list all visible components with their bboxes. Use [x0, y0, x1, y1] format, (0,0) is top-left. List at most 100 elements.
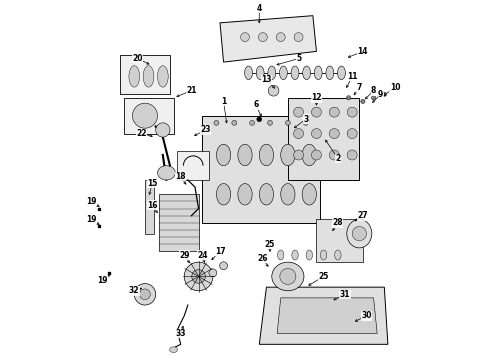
- Ellipse shape: [268, 66, 276, 80]
- Text: 6: 6: [253, 100, 258, 109]
- Ellipse shape: [294, 107, 304, 117]
- Text: 20: 20: [133, 54, 143, 63]
- Ellipse shape: [326, 66, 334, 80]
- Ellipse shape: [232, 120, 237, 125]
- Text: 2: 2: [335, 154, 341, 163]
- Ellipse shape: [134, 284, 156, 305]
- Ellipse shape: [329, 129, 339, 139]
- Bar: [120, 55, 170, 94]
- Ellipse shape: [214, 120, 219, 125]
- Ellipse shape: [347, 150, 357, 160]
- Text: 17: 17: [215, 247, 225, 256]
- Text: 4: 4: [257, 4, 262, 13]
- Ellipse shape: [306, 250, 313, 260]
- Ellipse shape: [346, 96, 351, 100]
- Ellipse shape: [335, 250, 341, 260]
- Ellipse shape: [302, 144, 317, 166]
- Ellipse shape: [302, 184, 317, 205]
- Ellipse shape: [192, 270, 205, 283]
- Ellipse shape: [294, 33, 303, 41]
- Polygon shape: [288, 98, 359, 180]
- Polygon shape: [317, 219, 363, 262]
- Polygon shape: [159, 194, 198, 251]
- Text: 19: 19: [86, 215, 97, 224]
- Text: 15: 15: [147, 179, 157, 188]
- Text: 7: 7: [357, 83, 362, 92]
- Ellipse shape: [268, 85, 279, 96]
- Text: 9: 9: [378, 90, 383, 99]
- Ellipse shape: [245, 66, 252, 80]
- Ellipse shape: [347, 107, 357, 117]
- Ellipse shape: [259, 184, 273, 205]
- Text: 32: 32: [129, 286, 140, 295]
- Text: 1: 1: [221, 97, 226, 106]
- Ellipse shape: [220, 262, 227, 270]
- Ellipse shape: [238, 144, 252, 166]
- Ellipse shape: [320, 250, 327, 260]
- Polygon shape: [145, 180, 154, 234]
- Text: 25: 25: [318, 272, 329, 281]
- Text: 22: 22: [136, 129, 147, 138]
- Text: 18: 18: [175, 172, 186, 181]
- Text: 29: 29: [179, 251, 190, 260]
- Ellipse shape: [209, 269, 217, 277]
- Ellipse shape: [157, 166, 175, 180]
- Ellipse shape: [280, 269, 296, 284]
- Ellipse shape: [312, 150, 321, 160]
- Ellipse shape: [184, 262, 213, 291]
- Ellipse shape: [132, 103, 157, 128]
- Ellipse shape: [352, 226, 367, 241]
- Ellipse shape: [312, 129, 321, 139]
- Text: 31: 31: [340, 290, 350, 299]
- Ellipse shape: [259, 144, 273, 166]
- Ellipse shape: [249, 120, 255, 125]
- Ellipse shape: [276, 33, 285, 41]
- Ellipse shape: [291, 66, 299, 80]
- Ellipse shape: [272, 262, 304, 291]
- Text: 11: 11: [347, 72, 357, 81]
- Ellipse shape: [329, 150, 339, 160]
- Ellipse shape: [281, 184, 295, 205]
- Ellipse shape: [258, 33, 268, 41]
- Ellipse shape: [292, 250, 298, 260]
- Ellipse shape: [382, 92, 387, 96]
- Text: 28: 28: [333, 219, 343, 228]
- Ellipse shape: [170, 347, 177, 352]
- Ellipse shape: [256, 66, 264, 80]
- Ellipse shape: [129, 66, 140, 87]
- Text: 21: 21: [186, 86, 196, 95]
- Ellipse shape: [338, 66, 345, 80]
- Text: 24: 24: [197, 251, 207, 260]
- Polygon shape: [259, 287, 388, 344]
- Ellipse shape: [157, 66, 168, 87]
- Text: 19: 19: [97, 275, 107, 284]
- Ellipse shape: [281, 144, 295, 166]
- Ellipse shape: [143, 66, 154, 87]
- Ellipse shape: [279, 66, 287, 80]
- Text: 14: 14: [358, 47, 368, 56]
- Bar: [123, 98, 173, 134]
- Text: 30: 30: [361, 311, 372, 320]
- Ellipse shape: [329, 107, 339, 117]
- Ellipse shape: [294, 150, 304, 160]
- Text: 25: 25: [265, 240, 275, 249]
- Ellipse shape: [268, 120, 272, 125]
- Ellipse shape: [303, 66, 311, 80]
- Ellipse shape: [217, 184, 231, 205]
- Text: 12: 12: [311, 93, 322, 102]
- Text: 19: 19: [86, 197, 97, 206]
- Text: 8: 8: [371, 86, 376, 95]
- Ellipse shape: [347, 219, 372, 248]
- Ellipse shape: [241, 33, 249, 41]
- Ellipse shape: [361, 99, 365, 104]
- Ellipse shape: [217, 144, 231, 166]
- Text: 33: 33: [175, 329, 186, 338]
- Ellipse shape: [238, 184, 252, 205]
- Ellipse shape: [312, 107, 321, 117]
- Ellipse shape: [371, 96, 376, 100]
- Ellipse shape: [285, 120, 291, 125]
- Polygon shape: [277, 298, 377, 334]
- Ellipse shape: [347, 129, 357, 139]
- Ellipse shape: [277, 250, 284, 260]
- Text: 23: 23: [200, 126, 211, 135]
